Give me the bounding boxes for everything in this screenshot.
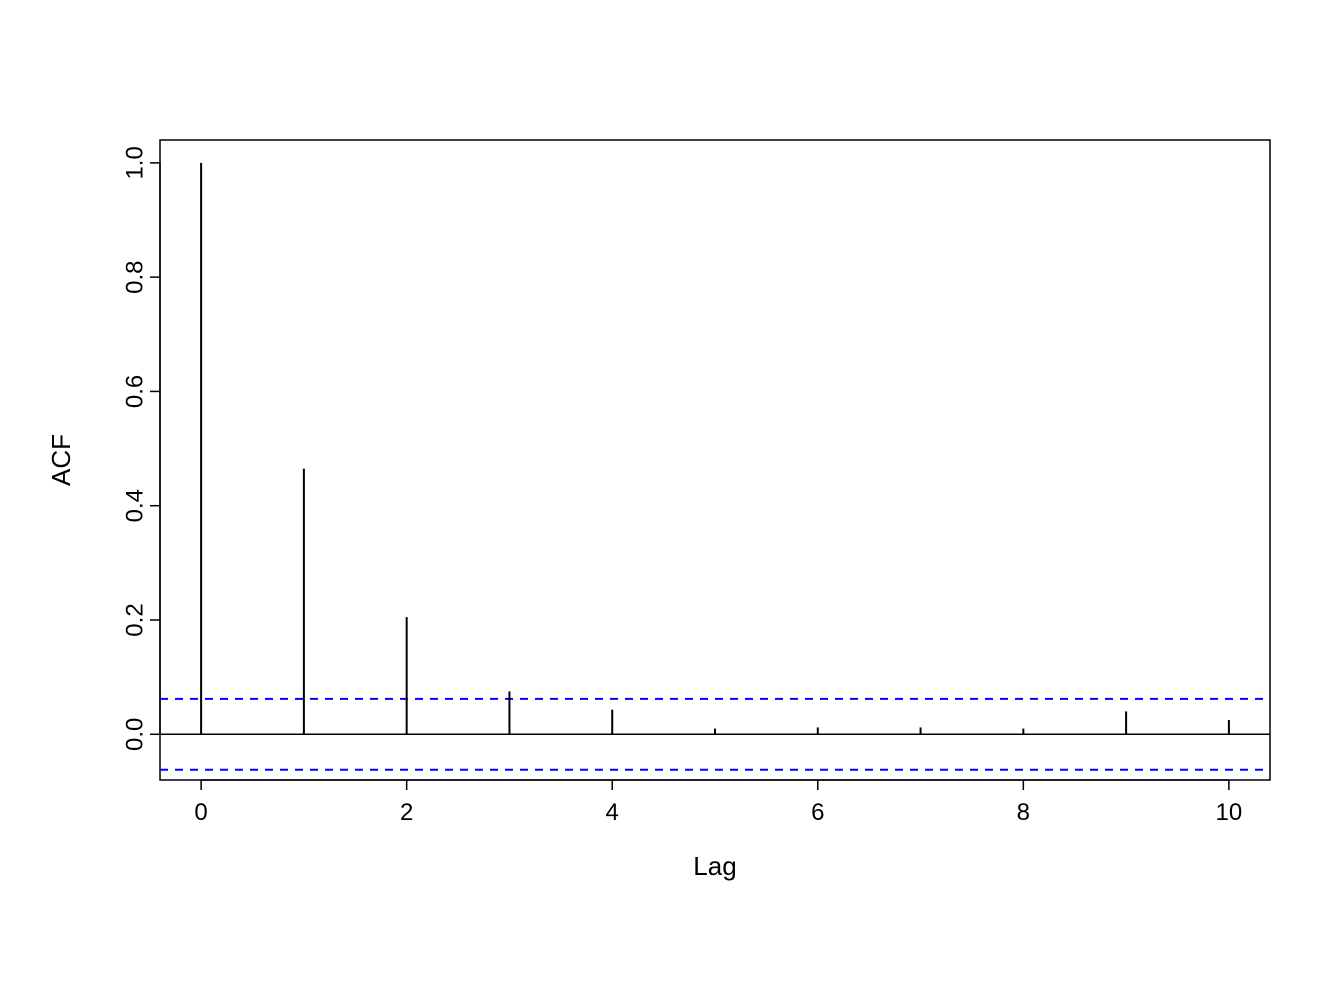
y-tick-label: 1.0 xyxy=(121,146,148,179)
y-tick-label: 0.4 xyxy=(121,489,148,522)
x-tick-label: 4 xyxy=(606,799,619,826)
y-tick-label: 0.8 xyxy=(121,260,148,293)
x-tick-label: 10 xyxy=(1216,799,1243,826)
x-tick-label: 2 xyxy=(400,799,413,826)
y-tick-label: 0.6 xyxy=(121,375,148,408)
x-axis-label: Lag xyxy=(693,851,736,881)
y-axis-label: ACF xyxy=(46,434,76,486)
x-tick-label: 8 xyxy=(1017,799,1030,826)
x-tick-label: 6 xyxy=(811,799,824,826)
x-tick-label: 0 xyxy=(194,799,207,826)
acf-plot-container: 0 2 4 6 8 10 Lag 0.0 0.2 0.4 0.6 0.8 1.0 ACF xyxy=(0,0,1344,1008)
y-tick-label: 0.0 xyxy=(121,718,148,751)
y-tick-label: 0.2 xyxy=(121,603,148,636)
plot-border xyxy=(160,140,1270,780)
acf-plot-svg: 0 2 4 6 8 10 Lag 0.0 0.2 0.4 0.6 0.8 1.0 ACF xyxy=(0,0,1344,1008)
